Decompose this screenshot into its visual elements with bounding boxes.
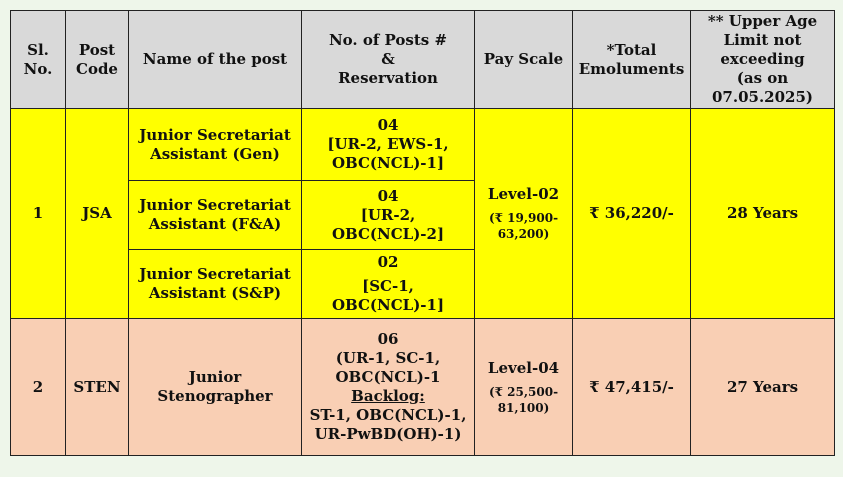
recruitment-table: Sl. No. Post Code Name of the post No. o… bbox=[10, 10, 835, 456]
cell-posts-reservation: 04 [UR-2, OBC(NCL)-2] bbox=[301, 180, 475, 250]
backlog-label: Backlog: bbox=[351, 387, 425, 405]
cell-pay-scale: Level-02 (₹ 19,900- 63,200) bbox=[474, 108, 573, 319]
header-sl-no: Sl. No. bbox=[10, 10, 66, 109]
table-row-jsa-sp: Junior Secretariat Assistant (S&P) 02 [S… bbox=[11, 249, 835, 319]
cell-total-emoluments: ₹ 36,220/- bbox=[572, 108, 691, 319]
cell-pay-scale: Level-04 (₹ 25,500- 81,100) bbox=[474, 318, 573, 456]
header-posts-reservation: No. of Posts # & Reservation bbox=[301, 10, 475, 109]
header-upper-age-limit: ** Upper Age Limit not exceeding (as on … bbox=[690, 10, 835, 109]
header-post-name: Name of the post bbox=[128, 10, 302, 109]
pay-range: (₹ 19,900- bbox=[488, 211, 559, 225]
cell-total-emoluments: ₹ 47,415/- bbox=[572, 318, 691, 456]
cell-post-code: JSA bbox=[65, 108, 129, 319]
header-total-emoluments: *Total Emoluments bbox=[572, 10, 691, 109]
pay-level: Level-02 bbox=[487, 185, 560, 203]
cell-post-name: Junior Secretariat Assistant (S&P) bbox=[128, 249, 302, 319]
cell-sl-no: 2 bbox=[10, 318, 66, 456]
cell-posts-reservation: 06 (UR-1, SC-1, OBC(NCL)-1 Backlog: ST-1… bbox=[301, 318, 475, 456]
pay-range: (₹ 25,500- bbox=[488, 384, 559, 399]
cell-post-name: Junior Secretariat Assistant (F&A) bbox=[128, 180, 302, 250]
header-row: Sl. No. Post Code Name of the post No. o… bbox=[10, 10, 835, 109]
table-row-jsa-gen: 1 JSA Junior Secretariat Assistant (Gen)… bbox=[10, 108, 835, 319]
table-row-sten: 2 STEN Junior Stenographer 06 (UR-1, SC-… bbox=[10, 318, 835, 456]
cell-upper-age-limit: 28 Years bbox=[690, 108, 835, 319]
cell-post-name: Junior Stenographer bbox=[128, 318, 302, 456]
header-post-code: Post Code bbox=[65, 10, 129, 109]
cell-posts-reservation: 02 [SC-1, OBC(NCL)-1] bbox=[301, 249, 475, 319]
pay-level: Level-04 bbox=[487, 358, 560, 377]
cell-posts-reservation: 04 [UR-2, EWS-1, OBC(NCL)-1] bbox=[301, 108, 475, 181]
cell-upper-age-limit: 27 Years bbox=[690, 318, 835, 456]
cell-post-code: STEN bbox=[65, 318, 129, 456]
header-pay-scale: Pay Scale bbox=[474, 10, 573, 109]
table-row-jsa-fa: Junior Secretariat Assistant (F&A) 04 [U… bbox=[11, 180, 835, 250]
cell-post-name: Junior Secretariat Assistant (Gen) bbox=[128, 108, 302, 181]
recruitment-table-wrapper: Sl. No. Post Code Name of the post No. o… bbox=[10, 10, 835, 456]
cell-sl-no: 1 bbox=[10, 108, 66, 319]
